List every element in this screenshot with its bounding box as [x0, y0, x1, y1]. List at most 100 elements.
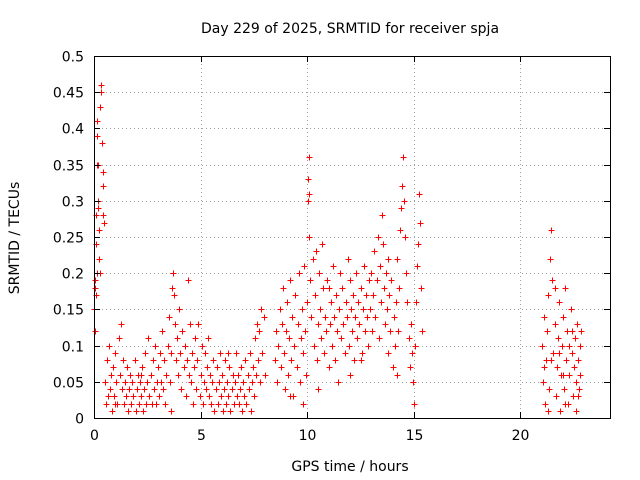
data-point — [326, 364, 333, 371]
data-point — [379, 212, 386, 219]
data-point — [306, 154, 313, 161]
data-point — [94, 133, 101, 140]
data-point — [400, 154, 407, 161]
data-point — [364, 314, 371, 321]
data-point — [220, 408, 227, 415]
data-point — [382, 321, 389, 328]
data-point — [366, 277, 373, 284]
data-point — [550, 350, 557, 357]
plot-frame — [94, 56, 611, 419]
data-point — [140, 408, 147, 415]
data-point — [394, 372, 401, 379]
data-point — [141, 386, 148, 393]
data-point — [105, 393, 112, 400]
data-point — [577, 343, 584, 350]
data-point — [562, 401, 569, 408]
data-point — [283, 328, 290, 335]
data-point — [291, 343, 298, 350]
data-point — [177, 350, 184, 357]
data-point — [342, 350, 349, 357]
data-point — [300, 401, 307, 408]
x-tick-label: 0 — [90, 428, 99, 444]
data-point — [381, 285, 388, 292]
data-point — [365, 343, 372, 350]
data-point — [361, 263, 368, 270]
data-point — [238, 364, 245, 371]
data-point — [202, 350, 209, 357]
data-point — [133, 408, 140, 415]
data-point — [192, 335, 199, 342]
data-point — [163, 372, 170, 379]
data-point — [213, 386, 220, 393]
data-point — [367, 306, 374, 313]
data-point — [384, 306, 391, 313]
data-point — [226, 364, 233, 371]
data-point — [559, 343, 566, 350]
data-point — [161, 357, 168, 364]
data-point — [300, 350, 307, 357]
data-point — [573, 408, 580, 415]
data-point — [215, 401, 222, 408]
data-point — [371, 248, 378, 255]
data-point — [169, 285, 176, 292]
data-point — [287, 393, 294, 400]
data-point — [562, 285, 569, 292]
y-tick-label: 0.45 — [53, 86, 84, 102]
data-point — [166, 314, 173, 321]
data-point — [200, 401, 207, 408]
data-point — [323, 328, 330, 335]
data-point — [211, 408, 218, 415]
data-point — [257, 379, 264, 386]
data-point — [156, 393, 163, 400]
data-point — [218, 393, 225, 400]
data-point — [355, 299, 362, 306]
data-point — [229, 386, 236, 393]
data-point — [539, 343, 546, 350]
y-tick-label: 0.3 — [62, 195, 84, 211]
data-point — [344, 314, 351, 321]
data-point — [155, 364, 162, 371]
data-point — [261, 314, 268, 321]
data-point — [248, 408, 255, 415]
data-point — [401, 198, 408, 205]
data-point — [298, 335, 305, 342]
data-point — [333, 292, 340, 299]
data-point — [272, 357, 279, 364]
data-point — [353, 270, 360, 277]
data-point — [404, 299, 411, 306]
data-point — [234, 393, 241, 400]
data-point — [132, 357, 139, 364]
data-point — [548, 357, 555, 364]
data-point — [124, 364, 131, 371]
data-point — [284, 299, 291, 306]
x-tick-label: 5 — [197, 428, 206, 444]
data-point — [339, 285, 346, 292]
data-point — [306, 191, 313, 198]
data-point — [375, 234, 382, 241]
data-point — [297, 379, 304, 386]
data-point — [541, 364, 548, 371]
data-point — [573, 379, 580, 386]
x-tick-label: 20 — [512, 428, 530, 444]
data-point — [374, 277, 381, 284]
data-point — [566, 343, 573, 350]
data-point — [287, 277, 294, 284]
y-tick-label: 0.5 — [62, 50, 84, 66]
data-point — [106, 343, 113, 350]
data-point — [143, 401, 150, 408]
data-point — [92, 328, 99, 335]
data-point — [112, 350, 119, 357]
y-tick-label: 0.4 — [62, 122, 84, 138]
data-point — [305, 176, 312, 183]
data-point — [560, 372, 567, 379]
data-point — [254, 321, 261, 328]
data-point — [183, 393, 190, 400]
data-point — [251, 393, 258, 400]
data-point — [281, 350, 288, 357]
data-point — [216, 379, 223, 386]
data-point — [118, 321, 125, 328]
data-point — [129, 379, 136, 386]
data-point — [369, 328, 376, 335]
data-point — [408, 321, 415, 328]
data-point — [349, 328, 356, 335]
